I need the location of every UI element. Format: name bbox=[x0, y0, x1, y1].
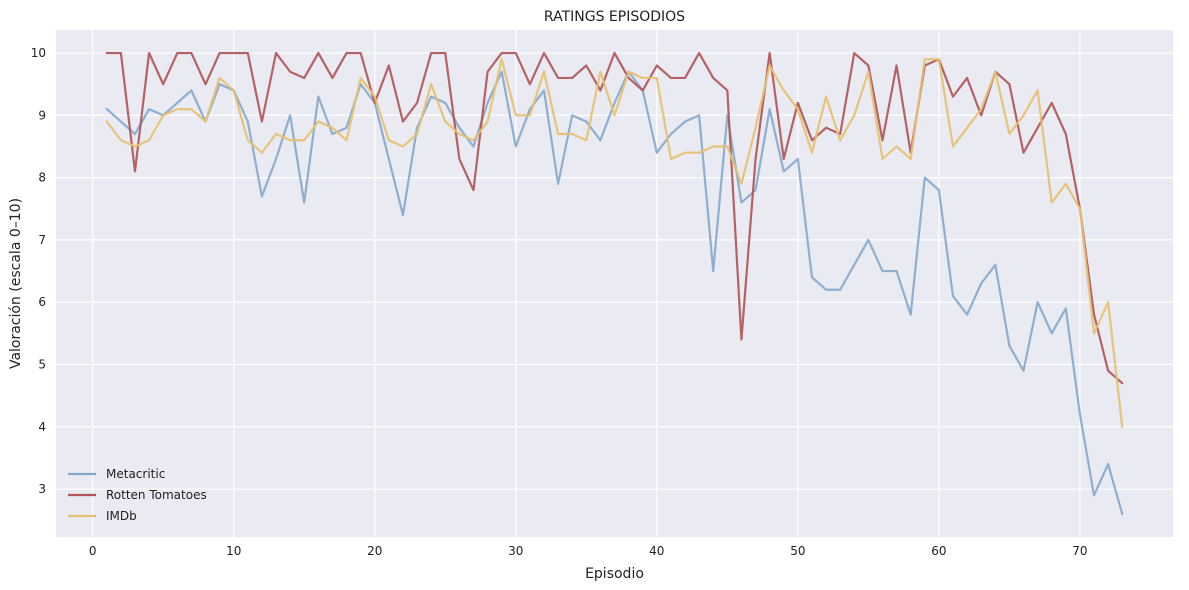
x-tick-label: 40 bbox=[649, 544, 664, 558]
y-tick-label: 4 bbox=[38, 420, 46, 434]
x-axis-label: Episodio bbox=[585, 566, 644, 582]
y-tick-label: 3 bbox=[38, 482, 46, 496]
x-tick-label: 60 bbox=[931, 544, 946, 558]
legend-label: IMDb bbox=[106, 509, 137, 523]
grid-y bbox=[56, 52, 1173, 490]
x-tick-label: 20 bbox=[367, 544, 382, 558]
x-tick-label: 50 bbox=[790, 544, 805, 558]
series-layer bbox=[105, 51, 1124, 516]
y-tick-label: 9 bbox=[38, 108, 46, 122]
plot-background bbox=[56, 30, 1173, 537]
x-tick-labels: 0 10 20 30 40 50 60 70 bbox=[89, 544, 1088, 558]
y-tick-label: 8 bbox=[38, 171, 46, 185]
y-tick-label: 5 bbox=[38, 357, 46, 371]
y-tick-label: 7 bbox=[38, 233, 46, 247]
x-tick-label: 30 bbox=[508, 544, 523, 558]
legend-label: Rotten Tomatoes bbox=[106, 488, 207, 502]
chart-title: RATINGS EPISODIOS bbox=[544, 9, 685, 25]
y-axis-label: Valoración (escala 0–10) bbox=[8, 198, 24, 369]
series-line-rotten-tomatoes bbox=[105, 51, 1124, 385]
y-tick-label: 10 bbox=[31, 46, 46, 60]
y-tick-labels: 3 4 5 6 7 8 9 10 bbox=[31, 46, 46, 496]
y-tick-label: 6 bbox=[38, 295, 46, 309]
x-tick-label: 70 bbox=[1072, 544, 1087, 558]
series-line-metacritic bbox=[105, 70, 1124, 516]
legend: Metacritic Rotten Tomatoes IMDb bbox=[68, 467, 207, 523]
series-line-imdb bbox=[105, 58, 1124, 428]
legend-label: Metacritic bbox=[106, 467, 165, 481]
x-tick-label: 0 bbox=[89, 544, 97, 558]
x-tick-label: 10 bbox=[226, 544, 241, 558]
